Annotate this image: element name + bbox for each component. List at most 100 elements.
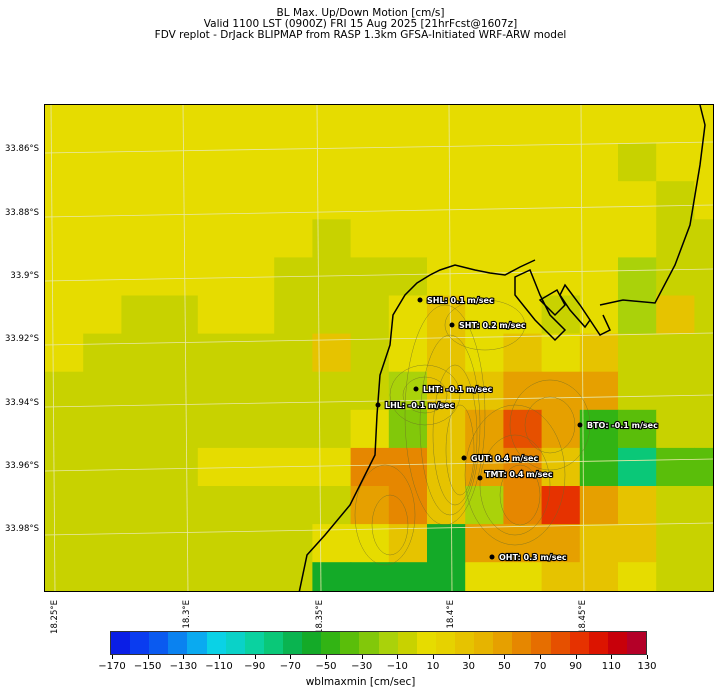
field-cell bbox=[197, 333, 237, 373]
valid-time: Valid 1100 LST (0900Z) FRI 15 Aug 2025 [… bbox=[203, 18, 518, 30]
colorbar-swatch bbox=[435, 632, 455, 654]
field-cell bbox=[312, 143, 352, 182]
field-cell bbox=[579, 409, 619, 449]
field-cell bbox=[388, 181, 428, 220]
field-cell bbox=[541, 257, 581, 297]
field-cell bbox=[427, 181, 466, 220]
field-cell bbox=[465, 562, 504, 591]
field-cell bbox=[197, 524, 237, 563]
field-cell bbox=[694, 295, 713, 335]
station-label-tmt: TMT: 0.4 m/sec bbox=[485, 470, 553, 479]
station-marker-lht bbox=[413, 386, 419, 392]
field-cell bbox=[350, 409, 390, 449]
field-cell bbox=[121, 562, 161, 591]
field-cell bbox=[503, 562, 543, 591]
field-cell bbox=[427, 486, 466, 525]
field-cell bbox=[503, 295, 543, 335]
forecast-map: SHL: 0.1 m/sec SHT: 0.2 m/sec LHT: -0.1 m/… bbox=[44, 104, 714, 592]
field-cell bbox=[83, 105, 122, 144]
field-cell bbox=[388, 562, 428, 591]
field-cell bbox=[197, 371, 237, 411]
field-cell bbox=[312, 181, 352, 220]
colorbar bbox=[110, 631, 647, 655]
field-cell bbox=[350, 219, 390, 258]
field-cell bbox=[83, 295, 122, 335]
colorbar-tick-label: −110 bbox=[205, 661, 233, 672]
field-cell bbox=[312, 219, 352, 258]
field-cell bbox=[159, 371, 199, 411]
field-cells bbox=[45, 105, 713, 591]
field-cell bbox=[45, 486, 84, 525]
field-cell bbox=[503, 409, 543, 449]
field-cell bbox=[274, 219, 313, 258]
lat-label: 33.94°S bbox=[5, 398, 39, 408]
field-cell bbox=[236, 181, 275, 220]
field-cell bbox=[388, 409, 428, 449]
colorbar-swatch bbox=[588, 632, 608, 654]
colorbar-swatch bbox=[512, 632, 532, 654]
station-label-lhl: LHL: -0.1 m/sec bbox=[385, 401, 455, 410]
field-cell bbox=[618, 371, 657, 411]
field-cell bbox=[45, 371, 84, 411]
field-cell bbox=[159, 409, 199, 449]
field-cell bbox=[45, 409, 84, 449]
field-cell bbox=[159, 486, 199, 525]
station-marker-tmt bbox=[477, 475, 483, 481]
field-cell bbox=[159, 181, 199, 220]
field-cell bbox=[274, 409, 313, 449]
field-cell bbox=[121, 143, 161, 182]
field-cell bbox=[350, 524, 390, 563]
colorbar-swatch bbox=[263, 632, 283, 654]
field-cell bbox=[83, 181, 122, 220]
field-cell bbox=[236, 105, 275, 144]
colorbar-swatch bbox=[359, 632, 379, 654]
field-cell bbox=[350, 447, 390, 487]
field-cell bbox=[121, 447, 161, 487]
field-cell bbox=[236, 486, 275, 525]
colorbar-tick-mark bbox=[183, 655, 185, 659]
field-cell bbox=[159, 447, 199, 487]
colorbar-tick-label: −30 bbox=[351, 661, 373, 672]
field-cell bbox=[618, 562, 657, 591]
field-cell bbox=[159, 562, 199, 591]
field-cell bbox=[656, 371, 695, 411]
field-cell bbox=[503, 143, 543, 182]
field-cell bbox=[121, 486, 161, 525]
colorbar-tick-label: −150 bbox=[133, 661, 162, 672]
colorbar-tick-mark bbox=[147, 655, 149, 659]
colorbar-swatch bbox=[416, 632, 436, 654]
colorbar-tick-label: −50 bbox=[315, 661, 337, 672]
field-cell bbox=[465, 333, 504, 373]
field-cell bbox=[579, 143, 619, 182]
field-cell bbox=[694, 105, 713, 144]
field-cell bbox=[236, 524, 275, 563]
field-cell bbox=[388, 524, 428, 563]
field-cell bbox=[656, 333, 695, 373]
field-cell bbox=[656, 181, 695, 220]
field-cell bbox=[541, 562, 581, 591]
field-cell bbox=[694, 486, 713, 525]
field-cell bbox=[121, 219, 161, 258]
field-cell bbox=[541, 105, 581, 144]
field-cell bbox=[656, 105, 695, 144]
field-cell bbox=[121, 524, 161, 563]
field-cell bbox=[465, 181, 504, 220]
field-cell bbox=[274, 105, 313, 144]
field-cell bbox=[312, 371, 352, 411]
field-cell bbox=[656, 295, 695, 335]
field-cell bbox=[83, 371, 122, 411]
colorbar-tick-label: 130 bbox=[637, 661, 657, 672]
field-cell bbox=[694, 143, 713, 182]
colorbar-swatch bbox=[531, 632, 551, 654]
field-cell bbox=[503, 105, 543, 144]
field-cell bbox=[350, 181, 390, 220]
lat-label: 33.86°S bbox=[5, 144, 39, 154]
station-label-lht: LHT: -0.1 m/sec bbox=[423, 385, 493, 394]
field-cell bbox=[465, 105, 504, 144]
field-cell bbox=[427, 143, 466, 182]
field-cell bbox=[350, 105, 390, 144]
field-cell bbox=[618, 143, 657, 182]
field-cell bbox=[197, 295, 237, 335]
lat-label: 33.9°S bbox=[10, 271, 39, 281]
field-cell bbox=[579, 486, 619, 525]
